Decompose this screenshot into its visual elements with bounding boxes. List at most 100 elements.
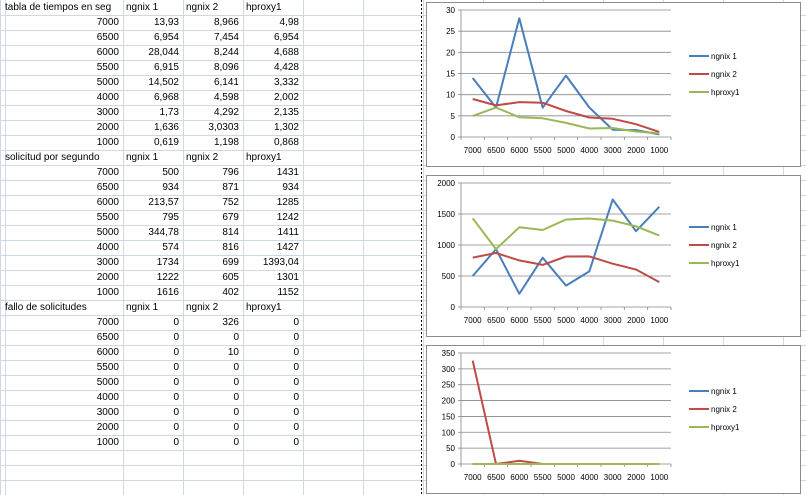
row-label-cell[interactable]: 2000 bbox=[96, 272, 119, 283]
value-cell[interactable]: 0 bbox=[233, 377, 239, 388]
value-cell[interactable]: 1,73 bbox=[159, 107, 179, 118]
value-cell[interactable]: 28,044 bbox=[148, 47, 179, 58]
value-cell[interactable]: 8,966 bbox=[213, 17, 239, 28]
value-cell[interactable]: 0 bbox=[293, 347, 299, 358]
value-cell[interactable]: 1222 bbox=[156, 272, 179, 283]
row-label-cell[interactable]: 3000 bbox=[96, 407, 119, 418]
value-cell[interactable]: 344,78 bbox=[148, 227, 179, 238]
row-label-cell[interactable]: 1000 bbox=[96, 437, 119, 448]
column-header[interactable]: ngnix 2 bbox=[186, 152, 219, 163]
value-cell[interactable]: 2,135 bbox=[273, 107, 299, 118]
row-label-cell[interactable]: 3000 bbox=[96, 257, 119, 268]
value-cell[interactable]: 6,968 bbox=[153, 92, 179, 103]
column-header[interactable]: ngnix 2 bbox=[186, 302, 219, 313]
value-cell[interactable]: 0 bbox=[233, 332, 239, 343]
value-cell[interactable]: 0 bbox=[233, 437, 239, 448]
value-cell[interactable]: 0 bbox=[173, 392, 179, 403]
value-cell[interactable]: 8,096 bbox=[213, 62, 239, 73]
row-label-cell[interactable]: 6500 bbox=[96, 332, 119, 343]
value-cell[interactable]: 0 bbox=[173, 437, 179, 448]
value-cell[interactable]: 574 bbox=[162, 242, 179, 253]
row-label-cell[interactable]: 5500 bbox=[96, 62, 119, 73]
value-cell[interactable]: 934 bbox=[162, 182, 179, 193]
chart-tiempos[interactable]: 0 5 10 15 20 25 30 7000 6500 6000 5500 5000 4000 3000… bbox=[426, 2, 801, 167]
value-cell[interactable]: 1,302 bbox=[273, 122, 299, 133]
value-cell[interactable]: 796 bbox=[222, 167, 239, 178]
series-line-ngnix1[interactable] bbox=[471, 17, 660, 136]
value-cell[interactable]: 1411 bbox=[277, 227, 299, 238]
value-cell[interactable]: 1,636 bbox=[153, 122, 179, 133]
value-cell[interactable]: 0 bbox=[173, 377, 179, 388]
value-cell[interactable]: 4,292 bbox=[213, 107, 239, 118]
value-cell[interactable]: 0,868 bbox=[273, 137, 299, 148]
value-cell[interactable]: 13,93 bbox=[153, 17, 179, 28]
value-cell[interactable]: 679 bbox=[222, 212, 239, 223]
value-cell[interactable]: 4,98 bbox=[279, 17, 299, 28]
row-label-cell[interactable]: 6500 bbox=[96, 182, 119, 193]
value-cell[interactable]: 795 bbox=[162, 212, 179, 223]
row-label-cell[interactable]: 2000 bbox=[96, 122, 119, 133]
value-cell[interactable]: 0 bbox=[233, 422, 239, 433]
value-cell[interactable]: 0 bbox=[293, 362, 299, 373]
value-cell[interactable]: 1152 bbox=[277, 287, 299, 298]
value-cell[interactable]: 816 bbox=[222, 242, 239, 253]
value-cell[interactable]: 0 bbox=[173, 317, 179, 328]
value-cell[interactable]: 0 bbox=[293, 422, 299, 433]
value-cell[interactable]: 6,954 bbox=[153, 32, 179, 43]
value-cell[interactable]: 871 bbox=[222, 182, 239, 193]
row-label-cell[interactable]: 2000 bbox=[96, 422, 119, 433]
value-cell[interactable]: 8,244 bbox=[213, 47, 239, 58]
value-cell[interactable]: 0 bbox=[293, 407, 299, 418]
value-cell[interactable]: 0 bbox=[233, 362, 239, 373]
series-line-ngnix2[interactable] bbox=[472, 252, 660, 283]
row-label-cell[interactable]: 5000 bbox=[96, 377, 119, 388]
value-cell[interactable]: 6,141 bbox=[213, 77, 239, 88]
value-cell[interactable]: 814 bbox=[222, 227, 239, 238]
value-cell[interactable]: 326 bbox=[222, 317, 239, 328]
value-cell[interactable]: 4,688 bbox=[273, 47, 299, 58]
column-header[interactable]: hproxy1 bbox=[246, 302, 282, 313]
value-cell[interactable]: 0 bbox=[293, 332, 299, 343]
value-cell[interactable]: 1427 bbox=[276, 242, 299, 253]
row-label-cell[interactable]: 5500 bbox=[96, 212, 119, 223]
row-label-cell[interactable]: 4000 bbox=[96, 242, 119, 253]
series-line-hproxy1[interactable] bbox=[471, 217, 660, 251]
value-cell[interactable]: 213,57 bbox=[148, 197, 179, 208]
value-cell[interactable]: 6,954 bbox=[273, 32, 299, 43]
value-cell[interactable]: 0 bbox=[173, 332, 179, 343]
value-cell[interactable]: 0 bbox=[233, 392, 239, 403]
value-cell[interactable]: 0 bbox=[293, 377, 299, 388]
value-cell[interactable]: 10 bbox=[227, 347, 239, 358]
value-cell[interactable]: 4,598 bbox=[213, 92, 239, 103]
chart-solicitud-por-segundo[interactable]: 0 500 1000 1500 2000 7000 6500 6000 5500 5000 4000… bbox=[426, 175, 801, 337]
row-label-cell[interactable]: 5000 bbox=[96, 227, 119, 238]
column-header[interactable]: ngnix 1 bbox=[126, 302, 159, 313]
value-cell[interactable]: 0,619 bbox=[153, 137, 179, 148]
row-label-cell[interactable]: 4000 bbox=[96, 392, 119, 403]
value-cell[interactable]: 0 bbox=[293, 392, 299, 403]
value-cell[interactable]: 2,002 bbox=[273, 92, 299, 103]
row-label-cell[interactable]: 6000 bbox=[96, 347, 119, 358]
row-label-cell[interactable]: 5500 bbox=[96, 362, 119, 373]
value-cell[interactable]: 4,428 bbox=[273, 62, 299, 73]
table-title[interactable]: fallo de solicitudes bbox=[5, 302, 87, 313]
column-header[interactable]: ngnix 1 bbox=[126, 2, 159, 13]
value-cell[interactable]: 0 bbox=[293, 317, 299, 328]
row-label-cell[interactable]: 6000 bbox=[96, 197, 119, 208]
table-title[interactable]: tabla de tiempos en seg bbox=[5, 2, 112, 13]
value-cell[interactable]: 0 bbox=[173, 347, 179, 358]
row-label-cell[interactable]: 7000 bbox=[96, 317, 119, 328]
value-cell[interactable]: 0 bbox=[173, 362, 179, 373]
value-cell[interactable]: 7,454 bbox=[213, 32, 239, 43]
value-cell[interactable]: 6,915 bbox=[153, 62, 179, 73]
row-label-cell[interactable]: 7000 bbox=[96, 17, 119, 28]
value-cell[interactable]: 1285 bbox=[276, 197, 299, 208]
row-label-cell[interactable]: 1000 bbox=[96, 287, 119, 298]
row-label-cell[interactable]: 3000 bbox=[96, 107, 119, 118]
column-header[interactable]: ngnix 1 bbox=[126, 152, 159, 163]
series-line-ngnix2[interactable] bbox=[472, 98, 660, 133]
row-label-cell[interactable]: 6000 bbox=[96, 47, 119, 58]
value-cell[interactable]: 605 bbox=[222, 272, 239, 283]
value-cell[interactable]: 3,0303 bbox=[208, 122, 239, 133]
value-cell[interactable]: 0 bbox=[233, 407, 239, 418]
